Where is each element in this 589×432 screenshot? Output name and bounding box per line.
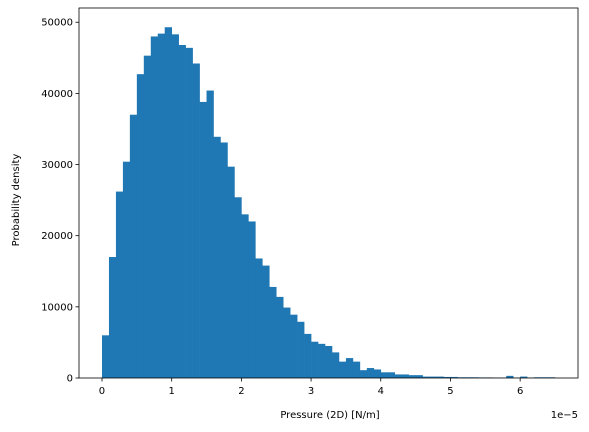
y-tick-label: 40000 — [41, 89, 73, 100]
plot-frame — [78, 7, 579, 379]
x-tick-label: 6 — [517, 386, 523, 397]
histogram-bar — [227, 166, 235, 378]
histogram-bar — [199, 101, 207, 378]
histogram-bar — [185, 47, 193, 378]
histogram-bar — [436, 376, 444, 378]
histogram-bar — [304, 333, 312, 378]
histogram-bar — [366, 368, 375, 378]
histogram-bar — [213, 136, 221, 378]
histogram-bar — [325, 345, 333, 378]
histogram-bar — [136, 74, 145, 378]
histogram-bar — [338, 361, 347, 378]
x-tick-label: 1 — [169, 386, 175, 397]
histogram-bar — [394, 374, 402, 378]
y-tick-label: 0 — [67, 374, 73, 385]
histogram-bar — [373, 369, 382, 378]
histogram-bar — [415, 375, 423, 378]
y-axis-ticks: 0 10000 20000 30000 40000 50000 — [41, 18, 79, 385]
histogram-bar — [276, 296, 284, 378]
histogram-bar — [269, 286, 277, 378]
histogram-bar — [220, 142, 228, 378]
histogram-bar — [422, 376, 430, 378]
histogram-bar — [387, 372, 396, 378]
histogram-bar — [192, 63, 200, 378]
y-axis-label: Probability density — [11, 154, 22, 247]
histogram-bar — [429, 376, 437, 378]
histogram-bar — [234, 197, 242, 378]
x-tick-label: 3 — [308, 386, 314, 397]
histogram-bar — [401, 374, 409, 378]
histogram-bar — [129, 114, 138, 378]
histogram-bar — [359, 370, 368, 378]
y-tick-label: 20000 — [41, 231, 73, 242]
histogram-bar — [206, 90, 214, 379]
x-tick-label: 5 — [447, 386, 453, 397]
histogram-bar — [443, 376, 451, 378]
x-tick-label: 0 — [99, 386, 105, 397]
y-tick-label: 10000 — [41, 302, 73, 313]
histogram-bar — [255, 258, 263, 378]
histogram-bar — [241, 214, 249, 378]
histogram-bar — [108, 257, 117, 378]
histogram-bar — [262, 265, 270, 378]
histogram-bar — [143, 55, 152, 379]
histogram-bar — [122, 161, 131, 378]
histogram-bar — [408, 375, 416, 378]
histogram-bar — [345, 358, 354, 378]
histogram-bar — [297, 321, 305, 378]
x-axis-label: Pressure (2D) [N/m] — [280, 410, 379, 421]
histogram-bar — [318, 343, 326, 378]
y-tick-label: 30000 — [41, 160, 73, 171]
histogram-bar — [290, 314, 298, 378]
x-axis-offset-label: 1e−5 — [551, 410, 578, 421]
histogram-bars — [101, 27, 556, 379]
histogram-bar — [115, 191, 124, 378]
histogram-bar — [171, 34, 179, 378]
y-tick-label: 50000 — [41, 18, 73, 29]
histogram-bar — [150, 36, 159, 378]
histogram-bar — [520, 376, 528, 378]
histogram-bar — [311, 341, 319, 378]
x-axis-ticks: 0 1 2 3 4 5 6 — [99, 378, 523, 397]
histogram-bar — [380, 372, 389, 378]
histogram-bar — [331, 352, 340, 378]
histogram-bar — [101, 335, 110, 378]
histogram-bar — [450, 376, 458, 378]
histogram-bar — [506, 375, 514, 378]
x-tick-label: 4 — [378, 386, 384, 397]
histogram-bar — [178, 45, 186, 378]
histogram-bar — [283, 307, 291, 378]
histogram-bar — [157, 33, 166, 378]
x-tick-label: 2 — [238, 386, 244, 397]
histogram-bar — [248, 221, 256, 378]
histogram-bar — [164, 27, 172, 378]
histogram-bar — [352, 361, 361, 378]
